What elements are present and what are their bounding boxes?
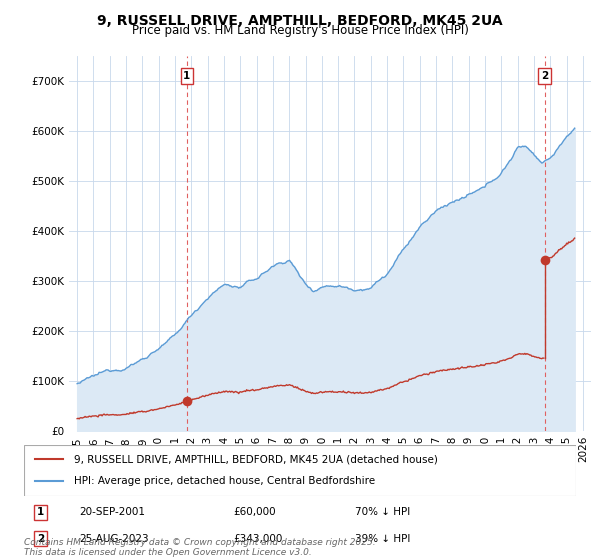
- Text: Price paid vs. HM Land Registry's House Price Index (HPI): Price paid vs. HM Land Registry's House …: [131, 24, 469, 36]
- Text: 1: 1: [37, 507, 44, 517]
- Text: 70% ↓ HPI: 70% ↓ HPI: [355, 507, 410, 517]
- Text: 2: 2: [541, 71, 548, 81]
- Text: 1: 1: [183, 71, 190, 81]
- Text: £343,000: £343,000: [234, 534, 283, 544]
- Text: 9, RUSSELL DRIVE, AMPTHILL, BEDFORD, MK45 2UA: 9, RUSSELL DRIVE, AMPTHILL, BEDFORD, MK4…: [97, 14, 503, 28]
- Text: HPI: Average price, detached house, Central Bedfordshire: HPI: Average price, detached house, Cent…: [74, 477, 375, 487]
- Text: 39% ↓ HPI: 39% ↓ HPI: [355, 534, 410, 544]
- Text: 25-AUG-2023: 25-AUG-2023: [79, 534, 149, 544]
- Text: £60,000: £60,000: [234, 507, 277, 517]
- Text: 9, RUSSELL DRIVE, AMPTHILL, BEDFORD, MK45 2UA (detached house): 9, RUSSELL DRIVE, AMPTHILL, BEDFORD, MK4…: [74, 454, 437, 464]
- Text: Contains HM Land Registry data © Crown copyright and database right 2025.
This d: Contains HM Land Registry data © Crown c…: [24, 538, 376, 557]
- Text: 20-SEP-2001: 20-SEP-2001: [79, 507, 145, 517]
- Text: 2: 2: [37, 534, 44, 544]
- FancyBboxPatch shape: [24, 445, 576, 496]
